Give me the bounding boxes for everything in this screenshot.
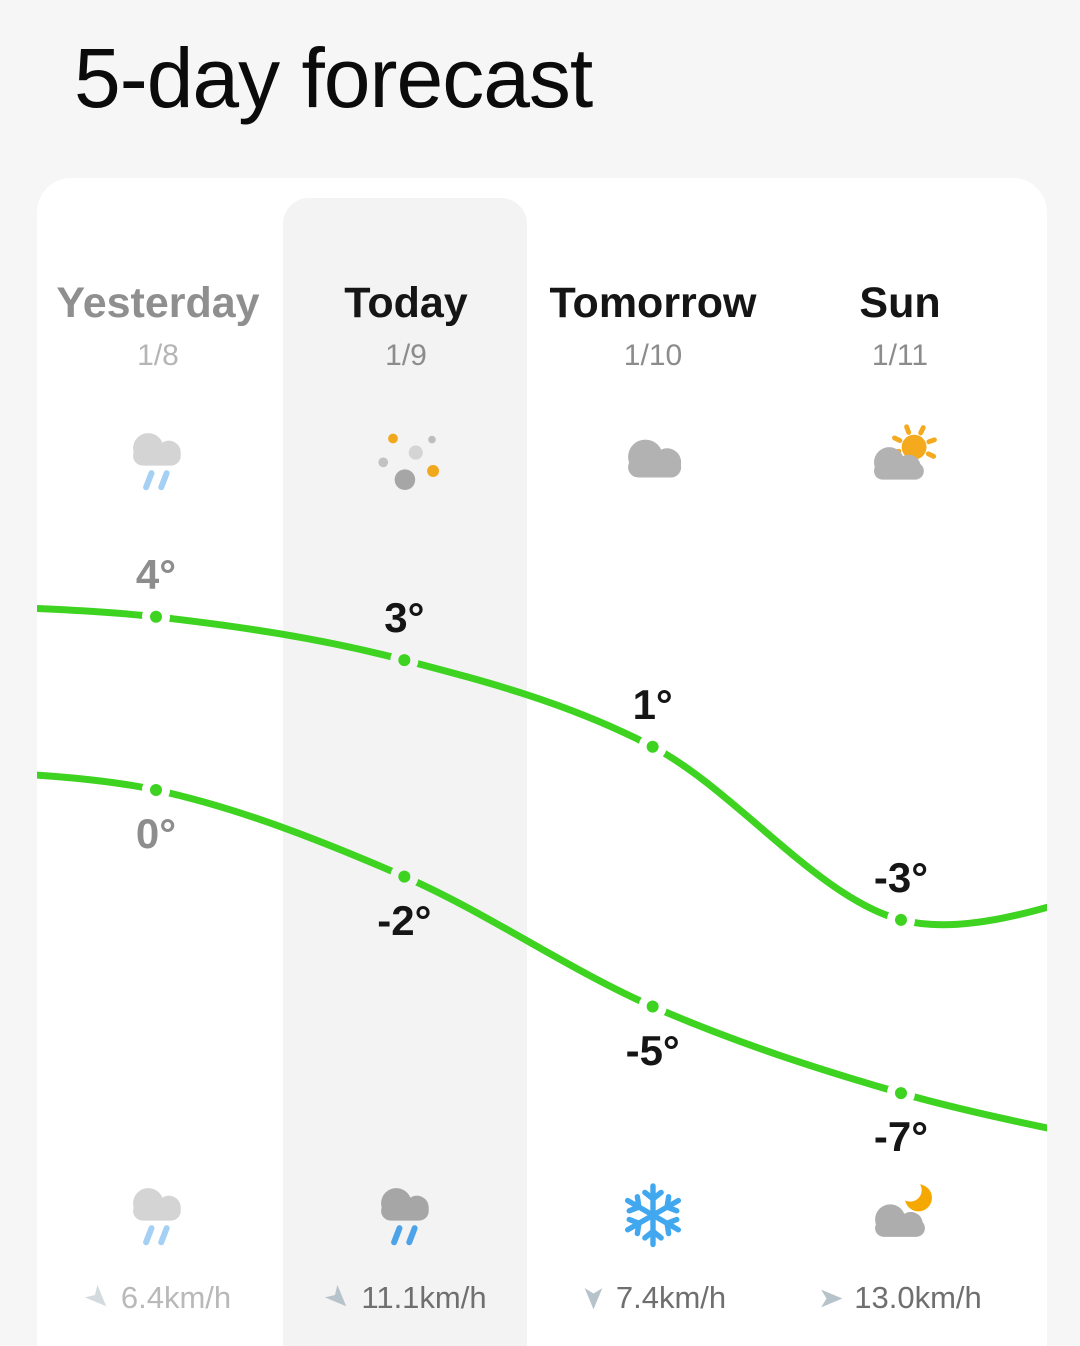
wind-info: 13.0km/h: [776, 1276, 1024, 1320]
wind-speed: 13.0km/h: [854, 1280, 982, 1315]
day-column-today[interactable]: Today 1/9: [282, 178, 530, 1346]
forecast-card: Yesterday 1/8: [37, 178, 1047, 1346]
wind-speed: 11.1km/h: [361, 1280, 487, 1315]
high-temp-label: -3°: [873, 853, 929, 901]
day-name: Tomorrow: [549, 279, 757, 327]
day-date: 1/10: [623, 339, 683, 372]
day-date: 1/11: [871, 339, 929, 372]
wind-speed: 7.4km/h: [615, 1280, 727, 1315]
cloudy-icon: [529, 416, 777, 500]
rain-icon: [282, 1171, 530, 1255]
wind-direction-icon: [580, 1285, 607, 1312]
low-temp-label: -5°: [625, 1026, 680, 1074]
partly-sunny-icon: [776, 416, 1024, 500]
high-temp-label: 3°: [384, 594, 425, 642]
day-column-tomorrow[interactable]: Tomorrow 1/10: [529, 178, 777, 1346]
day-column-yesterday[interactable]: Yesterday 1/8: [37, 178, 282, 1346]
day-name: Today: [344, 279, 468, 327]
low-temp-label: -2°: [377, 896, 432, 944]
high-temp-label: 4°: [135, 550, 177, 598]
day-column-sun[interactable]: Sun 1/11: [776, 178, 1024, 1346]
rain-icon: [37, 1171, 282, 1255]
wind-direction-icon: [79, 1279, 117, 1317]
wind-info: 11.1km/h: [282, 1276, 530, 1320]
day-name: Yesterday: [56, 279, 260, 327]
day-name: Sun: [859, 279, 941, 327]
wind-speed: 6.4km/h: [120, 1280, 232, 1315]
low-temp-label: -7°: [873, 1113, 929, 1161]
page-title: 5-day forecast: [74, 31, 593, 125]
sleet-icon: [282, 416, 530, 500]
high-temp-label: 1°: [632, 680, 673, 728]
wind-direction-icon: [818, 1285, 845, 1312]
rain-icon: [37, 416, 282, 500]
day-date: 1/9: [385, 339, 427, 372]
snowflake-icon: [529, 1171, 777, 1255]
cloudy-night-icon: [776, 1171, 1024, 1255]
wind-info: 6.4km/h: [37, 1276, 282, 1320]
day-date: 1/8: [137, 339, 179, 372]
wind-direction-icon: [320, 1279, 358, 1317]
wind-info: 7.4km/h: [529, 1276, 777, 1320]
low-temp-label: 0°: [135, 810, 177, 857]
